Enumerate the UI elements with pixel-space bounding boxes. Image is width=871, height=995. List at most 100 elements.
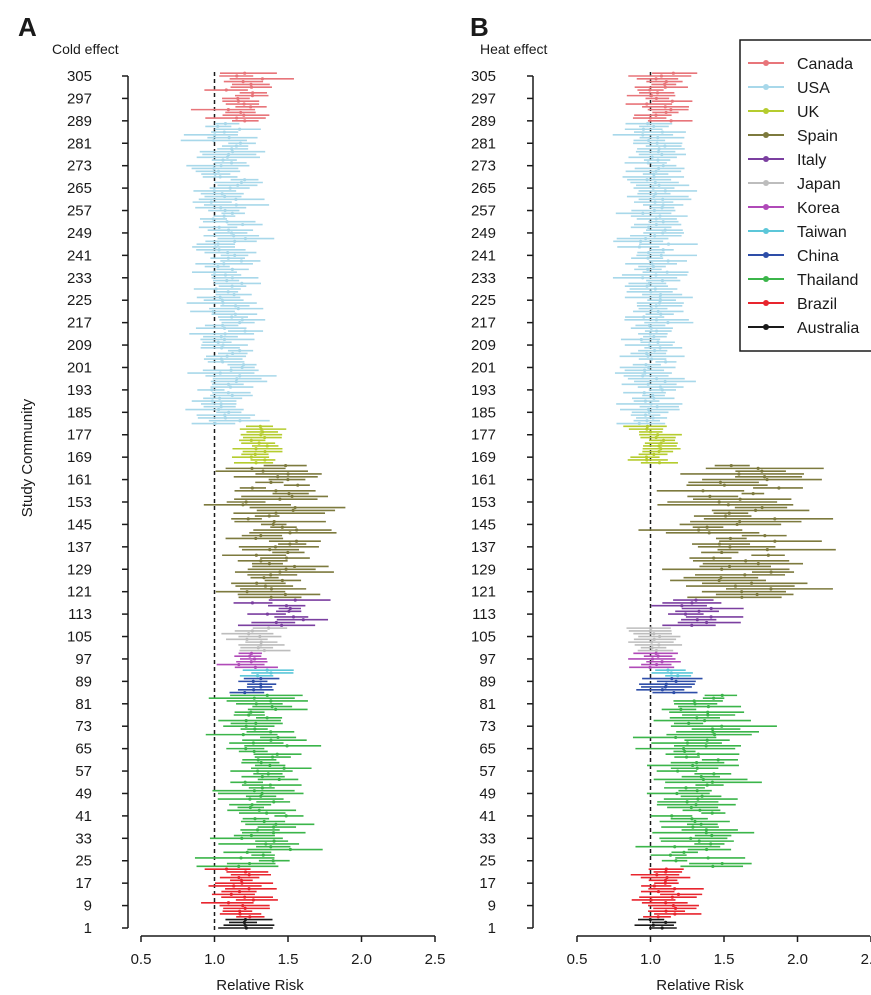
series-australia <box>218 917 275 930</box>
point-estimate <box>254 721 258 726</box>
series-australia <box>634 917 677 930</box>
point-estimate <box>660 660 664 664</box>
point-estimate <box>645 427 649 431</box>
point-estimate <box>249 438 253 442</box>
series-japan <box>626 626 683 653</box>
point-estimate <box>226 382 231 386</box>
point-estimate <box>658 634 662 639</box>
y-tick-label: 305 <box>471 68 496 85</box>
point-estimate <box>236 183 240 187</box>
series-japan <box>221 626 291 653</box>
point-estimate <box>243 690 247 695</box>
point-estimate <box>654 113 658 117</box>
point-estimate <box>670 676 674 681</box>
legend-marker <box>763 108 769 114</box>
y-tick-label: 241 <box>471 247 496 264</box>
point-estimate <box>646 256 650 260</box>
point-estimate <box>655 873 659 877</box>
point-estimate <box>690 623 694 627</box>
point-estimate <box>656 136 660 140</box>
point-estimate <box>653 192 658 196</box>
point-estimate <box>285 744 289 748</box>
point-estimate <box>699 775 703 779</box>
point-estimate <box>705 620 709 625</box>
point-estimate <box>259 640 263 644</box>
point-estimate <box>240 318 244 322</box>
point-estimate <box>293 598 297 602</box>
point-estimate <box>727 564 732 569</box>
series-usa <box>612 122 698 426</box>
point-estimate <box>655 141 659 145</box>
point-estimate <box>238 419 242 423</box>
panel-subtitle-cold: Cold effect <box>52 41 119 57</box>
point-estimate <box>691 825 695 829</box>
point-estimate <box>651 186 655 190</box>
point-estimate <box>645 424 650 428</box>
point-estimate <box>740 595 744 599</box>
point-estimate <box>652 335 656 339</box>
point-estimate <box>254 461 258 465</box>
point-estimate <box>216 124 220 129</box>
point-estimate <box>261 469 265 473</box>
point-estimate <box>648 917 652 922</box>
point-estimate <box>212 270 217 274</box>
legend-label: Spain <box>797 128 838 145</box>
y-tick-label: 9 <box>84 898 92 915</box>
point-estimate <box>216 169 221 173</box>
point-estimate <box>262 648 266 653</box>
point-estimate <box>656 889 661 894</box>
point-estimate <box>718 480 723 484</box>
point-estimate <box>654 662 659 667</box>
point-estimate <box>272 520 276 524</box>
y-tick-label: 233 <box>67 270 92 287</box>
point-estimate <box>656 309 660 314</box>
point-estimate <box>251 91 255 95</box>
y-tick-label: 249 <box>67 225 92 242</box>
point-estimate <box>261 853 265 857</box>
series-italy <box>233 598 331 627</box>
axes-b: 1 9 17 25 33 41 49 57 65 73 81 89 97 105 113 121 129 137 1… <box>471 68 871 968</box>
point-estimate <box>712 772 716 776</box>
point-estimate <box>652 194 656 199</box>
point-estimate <box>706 704 711 709</box>
point-estimate <box>288 847 292 852</box>
y-tick-label: 225 <box>471 292 496 309</box>
point-estimate <box>668 853 673 857</box>
point-estimate <box>243 329 247 333</box>
point-estimate <box>242 113 246 117</box>
point-estimate <box>268 548 272 552</box>
point-estimate <box>280 578 284 583</box>
point-estimate <box>657 166 661 171</box>
point-estimate <box>259 643 263 647</box>
point-estimate <box>690 817 694 821</box>
y-tick-label: 129 <box>67 561 92 578</box>
y-tick-label: 41 <box>479 808 496 825</box>
point-estimate <box>644 455 649 459</box>
point-estimate <box>663 878 668 882</box>
point-estimate <box>651 172 656 176</box>
point-estimate <box>657 643 661 647</box>
point-estimate <box>690 601 694 605</box>
point-estimate <box>278 570 282 574</box>
point-estimate <box>253 452 257 456</box>
point-estimate <box>249 105 253 109</box>
point-estimate <box>224 867 229 871</box>
point-estimate <box>652 632 656 636</box>
point-estimate <box>258 634 262 639</box>
point-estimate <box>695 789 699 793</box>
point-estimate <box>219 206 223 210</box>
point-estimate <box>247 887 251 891</box>
point-estimate <box>740 590 744 594</box>
y-tick-label: 193 <box>67 382 92 399</box>
legend-marker <box>763 84 769 90</box>
point-estimate <box>222 130 226 134</box>
point-estimate <box>683 749 687 754</box>
point-estimate <box>643 413 648 417</box>
legend-marker <box>763 252 769 258</box>
legend-box <box>739 39 871 352</box>
point-estimate <box>696 797 700 801</box>
point-estimate <box>765 477 769 482</box>
point-estimate <box>669 119 673 123</box>
point-estimate <box>647 323 652 328</box>
point-estimate <box>765 548 769 552</box>
